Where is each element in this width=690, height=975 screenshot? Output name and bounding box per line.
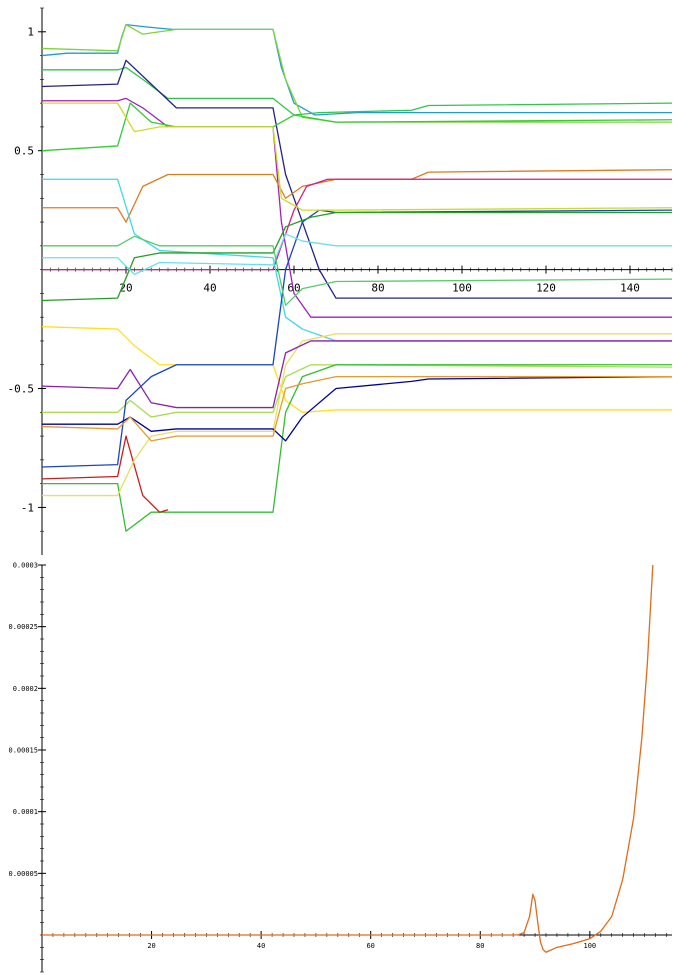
series-line-6 <box>41 102 673 152</box>
series-line-2 <box>41 24 672 123</box>
series-line-12 <box>41 209 673 468</box>
x-tick-label: 80 <box>476 942 484 950</box>
series-line-10 <box>41 326 672 413</box>
series-line-19 <box>41 375 672 442</box>
y-tick-label: -1 <box>21 501 34 514</box>
x-tick-label: 120 <box>536 282 556 295</box>
x-tick-label: 60 <box>287 282 300 295</box>
series-line-17 <box>41 340 672 409</box>
y-tick-label: 0.00015 <box>8 746 38 754</box>
y-tick-label: -0.5 <box>8 382 35 395</box>
series-line-8 <box>42 178 672 271</box>
x-tick-label: 80 <box>371 282 384 295</box>
series-line-13 <box>42 364 672 532</box>
y-tick-label: 0.0001 <box>13 808 38 816</box>
series-line-9 <box>42 178 672 342</box>
y-tick-label: 0.00005 <box>8 870 38 878</box>
series-line-7 <box>42 169 673 223</box>
series-line-22 <box>42 235 673 306</box>
series-line-3 <box>42 66 673 116</box>
x-tick-label: 100 <box>583 942 596 950</box>
series-line-16 <box>41 211 672 302</box>
x-tick-label: 60 <box>366 942 374 950</box>
y-tick-label: 0.0002 <box>13 685 38 693</box>
series-line-15 <box>42 333 672 497</box>
series-line-1 <box>42 564 654 953</box>
series-line-4 <box>41 59 672 299</box>
lower-line-chart: 20 40 60 80 100 0.00005 0.0001 0.00015 0.0002 0.0… <box>8 561 672 973</box>
series-line-21 <box>42 233 672 276</box>
series-line-18 <box>42 375 673 442</box>
series-line-11 <box>42 364 673 418</box>
x-tick-label: 100 <box>452 282 472 295</box>
x-tick-label: 40 <box>203 282 216 295</box>
y-tick-label: 0.0003 <box>13 561 38 569</box>
series-line-14 <box>41 435 169 513</box>
y-tick-label: 1 <box>27 26 34 39</box>
x-tick-label: 20 <box>147 942 155 950</box>
x-tick-label: 140 <box>620 282 640 295</box>
y-tick-label: 0.00025 <box>8 623 38 631</box>
y-tick-label: 0.5 <box>14 145 34 158</box>
series-line-20 <box>42 102 673 211</box>
x-tick-label: 40 <box>257 942 265 950</box>
